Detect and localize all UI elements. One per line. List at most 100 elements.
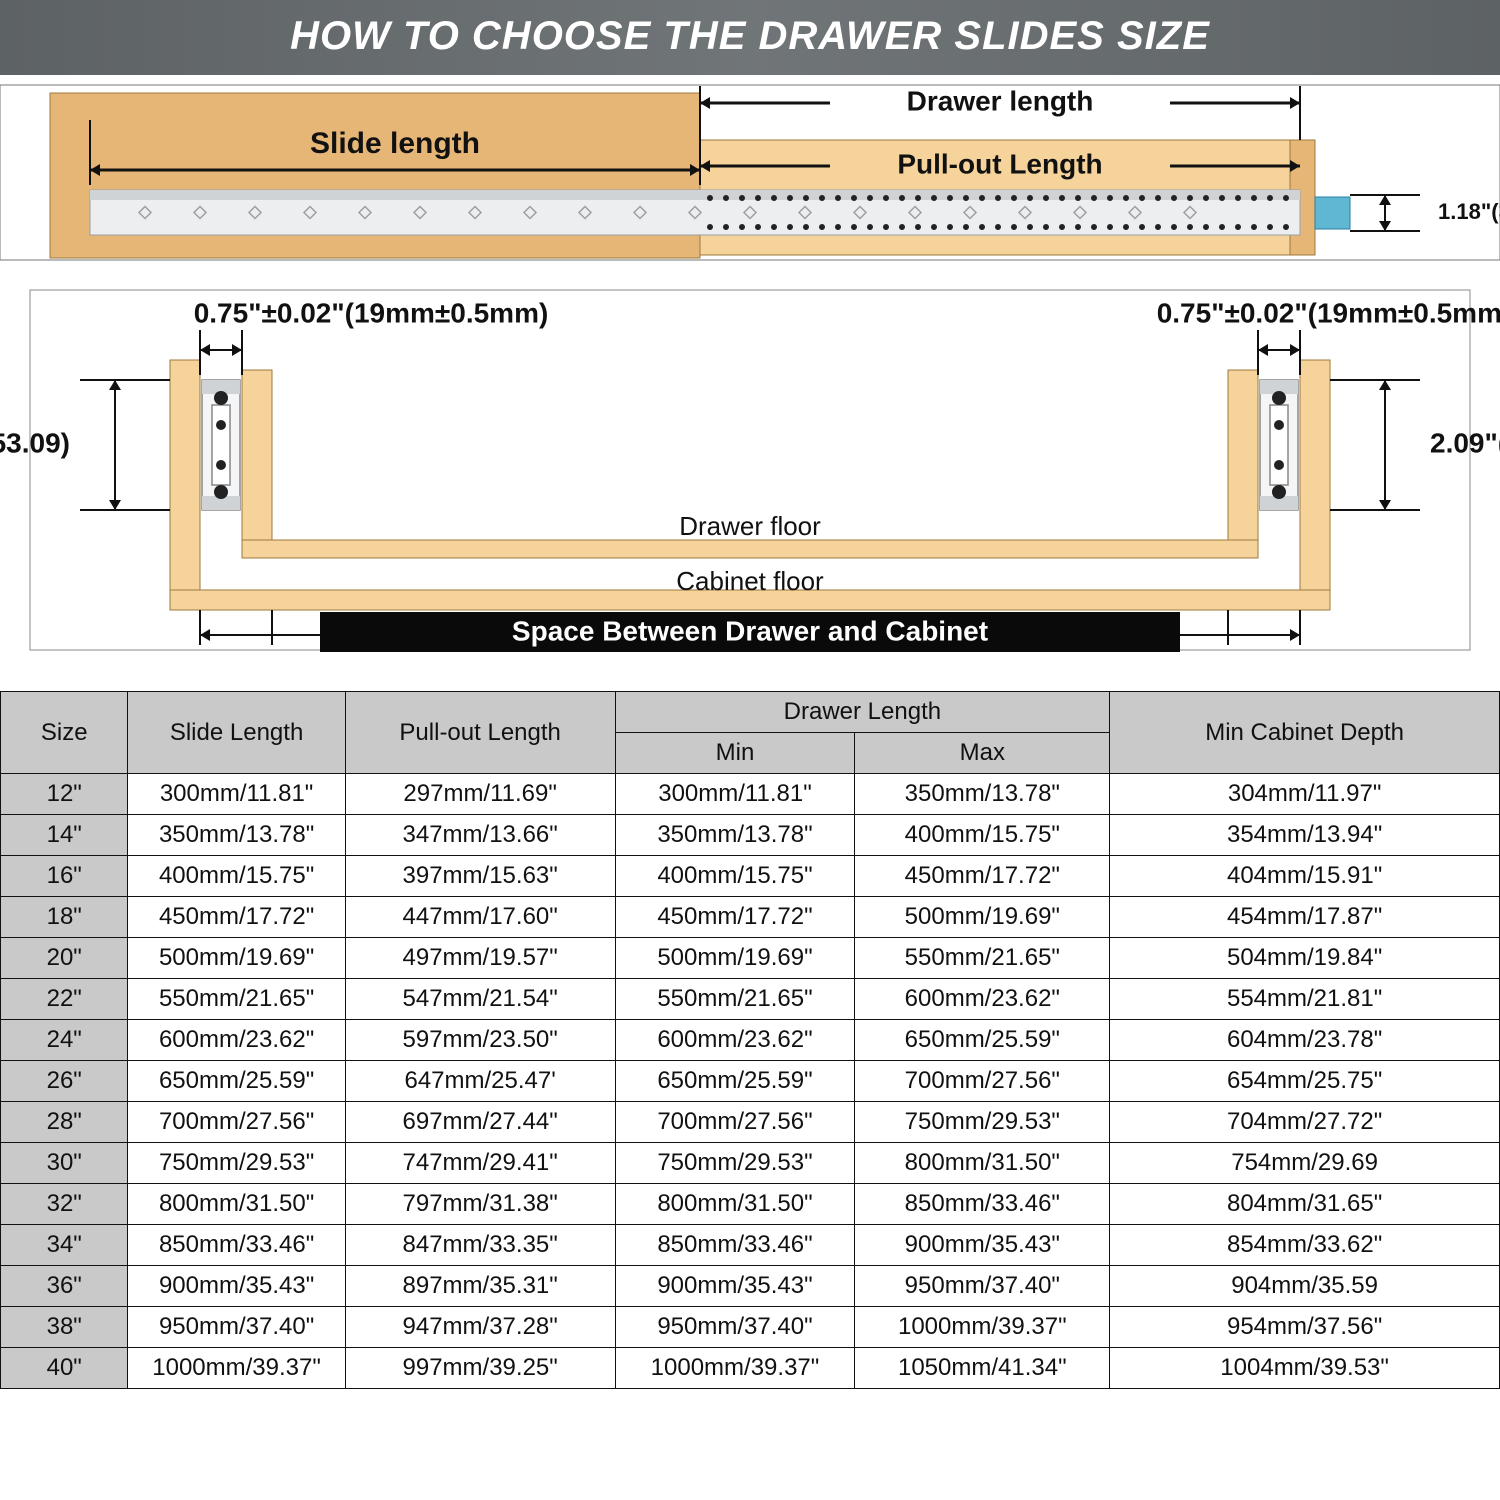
cell: 850mm/33.46"	[128, 1225, 345, 1266]
cell: 400mm/15.75"	[615, 856, 855, 897]
cell: 350mm/13.78"	[128, 815, 345, 856]
cell: 300mm/11.81"	[128, 774, 345, 815]
cell: 500mm/19.69"	[128, 938, 345, 979]
cell: 297mm/11.69"	[345, 774, 615, 815]
hdr-size: Size	[1, 692, 128, 774]
cell: 597mm/23.50"	[345, 1020, 615, 1061]
cell: 34"	[1, 1225, 128, 1266]
cell: 36"	[1, 1266, 128, 1307]
cell: 700mm/27.56"	[128, 1102, 345, 1143]
cell: 804mm/31.65"	[1110, 1184, 1500, 1225]
cell: 32"	[1, 1184, 128, 1225]
table-row: 14"350mm/13.78"347mm/13.66"350mm/13.78"4…	[1, 815, 1500, 856]
cell: 14"	[1, 815, 128, 856]
cell: 900mm/35.43"	[128, 1266, 345, 1307]
cell: 600mm/23.62"	[128, 1020, 345, 1061]
svg-text:0.75"±0.02"(19mm±0.5mm): 0.75"±0.02"(19mm±0.5mm)	[194, 297, 549, 328]
cell: 30"	[1, 1143, 128, 1184]
cell: 847mm/33.35"	[345, 1225, 615, 1266]
cell: 347mm/13.66"	[345, 815, 615, 856]
svg-text:Slide length: Slide length	[310, 127, 480, 160]
cell: 754mm/29.69	[1110, 1143, 1500, 1184]
cell: 600mm/23.62"	[615, 1020, 855, 1061]
table-row: 40"1000mm/39.37"997mm/39.25"1000mm/39.37…	[1, 1348, 1500, 1389]
hdr-max: Max	[855, 733, 1110, 774]
hdr-min: Min	[615, 733, 855, 774]
svg-text:Drawer floor: Drawer floor	[679, 511, 821, 541]
svg-text:1.18"(30mm): 1.18"(30mm)	[1438, 199, 1500, 224]
table-head: Size Slide Length Pull-out Length Drawer…	[1, 692, 1500, 774]
cell: 24"	[1, 1020, 128, 1061]
cell: 354mm/13.94"	[1110, 815, 1500, 856]
table-row: 26"650mm/25.59"647mm/25.47'650mm/25.59"7…	[1, 1061, 1500, 1102]
cell: 547mm/21.54"	[345, 979, 615, 1020]
cell: 697mm/27.44"	[345, 1102, 615, 1143]
cell: 500mm/19.69"	[615, 938, 855, 979]
size-table: Size Slide Length Pull-out Length Drawer…	[0, 691, 1500, 1389]
cell: 747mm/29.41"	[345, 1143, 615, 1184]
table-row: 34"850mm/33.46"847mm/33.35"850mm/33.46"9…	[1, 1225, 1500, 1266]
cell: 554mm/21.81"	[1110, 979, 1500, 1020]
table-row: 18"450mm/17.72"447mm/17.60"450mm/17.72"5…	[1, 897, 1500, 938]
cell: 500mm/19.69"	[855, 897, 1110, 938]
title-text: HOW TO CHOOSE THE DRAWER SLIDES SIZE	[290, 14, 1210, 58]
table-row: 30"750mm/29.53"747mm/29.41"750mm/29.53"8…	[1, 1143, 1500, 1184]
cell: 304mm/11.97"	[1110, 774, 1500, 815]
cell: 950mm/37.40"	[615, 1307, 855, 1348]
cell: 900mm/35.43"	[855, 1225, 1110, 1266]
cell: 1000mm/39.37"	[128, 1348, 345, 1389]
table-row: 32"800mm/31.50"797mm/31.38"800mm/31.50"8…	[1, 1184, 1500, 1225]
cell: 700mm/27.56"	[855, 1061, 1110, 1102]
cell: 954mm/37.56"	[1110, 1307, 1500, 1348]
cell: 947mm/37.28"	[345, 1307, 615, 1348]
cell: 850mm/33.46"	[855, 1184, 1110, 1225]
table-row: 12"300mm/11.81"297mm/11.69"300mm/11.81"3…	[1, 774, 1500, 815]
hdr-slide: Slide Length	[128, 692, 345, 774]
cell: 950mm/37.40"	[128, 1307, 345, 1348]
cell: 26"	[1, 1061, 128, 1102]
cell: 450mm/17.72"	[615, 897, 855, 938]
cell: 550mm/21.65"	[855, 938, 1110, 979]
diagram-area: 1.18"(30mm)Slide lengthDrawer lengthDraw…	[0, 75, 1500, 691]
cell: 1050mm/41.34"	[855, 1348, 1110, 1389]
cell: 850mm/33.46"	[615, 1225, 855, 1266]
svg-text:Pull-out Length: Pull-out Length	[897, 148, 1102, 179]
cell: 900mm/35.43"	[615, 1266, 855, 1307]
cell: 600mm/23.62"	[855, 979, 1110, 1020]
cell: 400mm/15.75"	[855, 815, 1110, 856]
svg-text:Cabinet floor: Cabinet floor	[676, 566, 824, 596]
cell: 854mm/33.62"	[1110, 1225, 1500, 1266]
diagram-svg: 1.18"(30mm)Slide lengthDrawer lengthDraw…	[0, 75, 1500, 685]
svg-text:2.09"(53.09): 2.09"(53.09)	[1430, 427, 1500, 458]
table-row: 16"400mm/15.75"397mm/15.63"400mm/15.75"4…	[1, 856, 1500, 897]
cell: 650mm/25.59"	[855, 1020, 1110, 1061]
svg-text:0.75"±0.02"(19mm±0.5mm): 0.75"±0.02"(19mm±0.5mm)	[1157, 297, 1500, 328]
cell: 447mm/17.60"	[345, 897, 615, 938]
cell: 16"	[1, 856, 128, 897]
table-row: 24"600mm/23.62"597mm/23.50"600mm/23.62"6…	[1, 1020, 1500, 1061]
cell: 497mm/19.57"	[345, 938, 615, 979]
cell: 12"	[1, 774, 128, 815]
cell: 397mm/15.63"	[345, 856, 615, 897]
hdr-depth: Min Cabinet Depth	[1110, 692, 1500, 774]
cell: 797mm/31.38"	[345, 1184, 615, 1225]
cell: 400mm/15.75"	[128, 856, 345, 897]
table-body: 12"300mm/11.81"297mm/11.69"300mm/11.81"3…	[1, 774, 1500, 1389]
cell: 504mm/19.84"	[1110, 938, 1500, 979]
cell: 18"	[1, 897, 128, 938]
table-row: 38"950mm/37.40"947mm/37.28"950mm/37.40"1…	[1, 1307, 1500, 1348]
cell: 604mm/23.78"	[1110, 1020, 1500, 1061]
cell: 40"	[1, 1348, 128, 1389]
cell: 800mm/31.50"	[855, 1143, 1110, 1184]
cell: 1000mm/39.37"	[855, 1307, 1110, 1348]
cell: 997mm/39.25"	[345, 1348, 615, 1389]
cell: 904mm/35.59	[1110, 1266, 1500, 1307]
hdr-drawer: Drawer Length	[615, 692, 1110, 733]
cell: 454mm/17.87"	[1110, 897, 1500, 938]
table-row: 22"550mm/21.65"547mm/21.54"550mm/21.65"6…	[1, 979, 1500, 1020]
hdr-pull: Pull-out Length	[345, 692, 615, 774]
cell: 20"	[1, 938, 128, 979]
cell: 350mm/13.78"	[615, 815, 855, 856]
cell: 38"	[1, 1307, 128, 1348]
cell: 450mm/17.72"	[128, 897, 345, 938]
